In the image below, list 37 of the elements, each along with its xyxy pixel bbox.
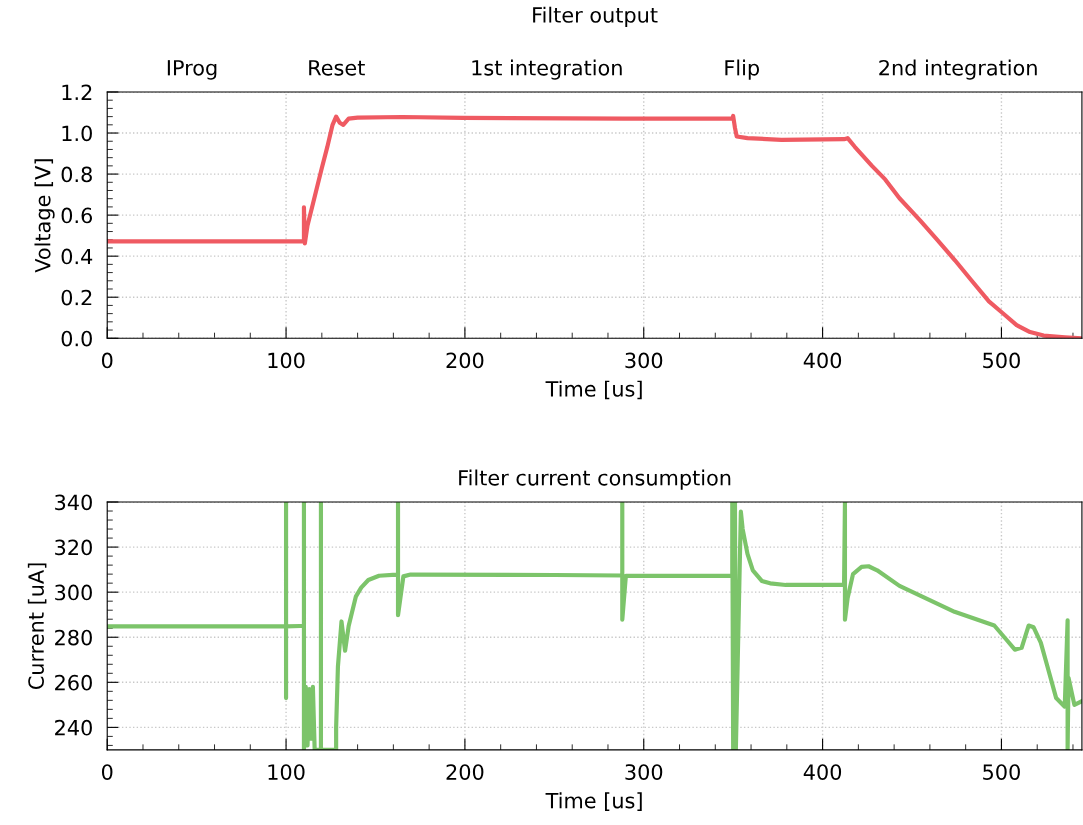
y-tick-label: 0.8 [61, 166, 92, 183]
y-tick-label: 1.0 [62, 125, 92, 142]
y-axis-title: Current [uA] [27, 563, 47, 690]
text: IProg [167, 60, 217, 80]
x-tick-label: 200 [446, 352, 484, 369]
y-tick-label: 320 [55, 539, 92, 556]
y-tick-label: 260 [55, 674, 92, 691]
x-tick-label: 0 [101, 764, 113, 780]
x-tick-label: 100 [268, 352, 305, 369]
y-tick-label: 0.0 [61, 330, 92, 347]
text: 2nd integration [879, 59, 1037, 80]
x-tick-label: 300 [625, 352, 663, 369]
x-tick-label: 0 [101, 352, 113, 369]
text: Reset [309, 60, 365, 76]
y-tick-label: 0.4 [61, 248, 93, 265]
y-tick-label: 0.6 [61, 207, 93, 224]
x-tick-label: 400 [803, 764, 842, 780]
x-tick-label: 400 [803, 352, 842, 369]
text: 1st integration [472, 59, 622, 80]
text: Flip [725, 59, 759, 80]
y-tick-label: 340 [55, 494, 92, 511]
line-series [107, 502, 1082, 750]
x-axis-title: Time [us] [545, 792, 642, 811]
x-tick-label: 300 [625, 764, 663, 780]
x-tick-label: 500 [983, 352, 1020, 369]
y-tick-label: 300 [55, 584, 92, 601]
chart-title: Filter current consumption [459, 469, 731, 490]
y-tick-label: 1.2 [62, 84, 92, 100]
y-tick-label: 280 [55, 629, 92, 646]
x-tick-label: 100 [268, 764, 305, 780]
y-tick-label: 240 [55, 719, 92, 736]
chart-title: Filter output [533, 6, 658, 27]
y-tick-label: 0.2 [61, 289, 92, 306]
y-axis-title: Voltage [V] [34, 159, 55, 273]
x-axis-title: Time [us] [545, 380, 642, 400]
x-tick-label: 200 [446, 764, 484, 780]
x-tick-label: 500 [983, 764, 1020, 780]
